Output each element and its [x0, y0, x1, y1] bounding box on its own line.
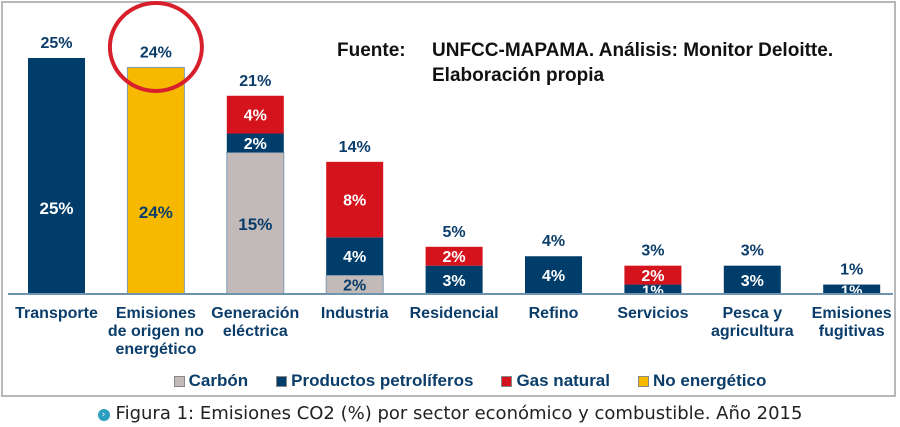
bar-value-label: 3%: [741, 273, 764, 290]
category-label: Emisiones: [116, 305, 196, 322]
bar-value-label: 2%: [443, 249, 466, 266]
bar-segment: [723, 265, 781, 294]
category-label: energético: [115, 341, 196, 358]
bar-segment: [226, 95, 284, 134]
legend-item-gas-natural: Gas natural: [501, 371, 610, 391]
bar-segment: [525, 256, 582, 294]
chart-legend: Carbón Productos petrolíferos Gas natura…: [0, 371, 900, 391]
legend-label: Gas natural: [516, 371, 610, 390]
bar-value-label: 15%: [238, 215, 272, 234]
legend-item-no-energetico: No energético: [638, 371, 766, 391]
bar-segment: [624, 265, 682, 285]
legend-swatch: [638, 375, 649, 387]
bar-total-label: 21%: [239, 73, 271, 90]
bar-segment: [823, 284, 881, 294]
bar-value-label: 2%: [244, 136, 267, 153]
highlight-circle: [107, 1, 204, 93]
bar-value-label: 2%: [641, 268, 664, 285]
bar-total-label: 14%: [339, 139, 371, 156]
source-label: Fuente:: [337, 40, 406, 61]
bar-total-label: 5%: [443, 224, 466, 241]
legend-swatch: [501, 375, 513, 387]
bar-segment: [28, 58, 85, 294]
category-label: agricultura: [711, 323, 794, 340]
category-label: fugitivas: [819, 323, 885, 340]
source-line2: Elaboración propia: [432, 65, 605, 86]
source-line1: UNFCC-MAPAMA. Análisis: Monitor Deloitte…: [432, 40, 834, 61]
bar-segment: [226, 133, 284, 153]
legend-label: No energético: [653, 371, 767, 390]
bar-segment: [425, 265, 483, 294]
caption-text: Figura 1: Emisiones CO2 (%) por sector e…: [115, 403, 803, 424]
bar-total-label: 25%: [40, 35, 72, 52]
bar-segment: [624, 284, 682, 294]
category-label: Generación: [211, 305, 299, 322]
category-label: Pesca y: [722, 305, 782, 322]
category-label: eléctrica: [223, 323, 288, 340]
category-label: Emisiones: [812, 305, 892, 322]
chevron-right-icon: ›: [97, 409, 110, 421]
bar-value-label: 4%: [542, 268, 565, 285]
bar-total-label: 4%: [542, 233, 565, 250]
chart-frame: [1, 1, 896, 397]
bar-value-label: 2%: [343, 278, 366, 295]
legend-label: Productos petrolíferos: [291, 371, 474, 390]
category-label: Refino: [529, 305, 579, 322]
bar-value-label: 24%: [139, 203, 173, 222]
bar-total-label: 1%: [840, 262, 863, 279]
bar-value-label: 4%: [244, 108, 267, 125]
legend-item-carbon: Carbón: [173, 371, 249, 391]
legend-swatch: [276, 375, 288, 387]
bar-segment: [425, 246, 483, 266]
bar-segment: [326, 237, 384, 276]
legend-label: Carbón: [188, 371, 249, 390]
legend-swatch: [173, 375, 185, 387]
category-label: Servicios: [617, 305, 688, 322]
bar-value-label: 1%: [642, 282, 664, 299]
bar-value-label: 4%: [343, 249, 366, 266]
bar-total-label: 3%: [741, 243, 764, 260]
category-label: Transporte: [15, 305, 98, 322]
bar-total-label: 3%: [641, 243, 664, 260]
category-label: Industria: [321, 305, 389, 322]
bar-value-label: 1%: [841, 282, 863, 299]
bar-segment: [126, 66, 185, 295]
bar-total-label: 24%: [140, 44, 172, 61]
bar-segment: [326, 161, 384, 238]
legend-item-productos-petroliferos: Productos petrolíferos: [276, 371, 473, 391]
figure-caption: › Figura 1: Emisiones CO2 (%) por sector …: [0, 403, 900, 424]
bar-value-label: 25%: [39, 199, 73, 218]
category-label: Residencial: [410, 305, 499, 322]
bar-value-label: 3%: [443, 273, 466, 290]
category-label: de origen no: [108, 323, 204, 340]
bar-value-label: 8%: [343, 193, 366, 210]
